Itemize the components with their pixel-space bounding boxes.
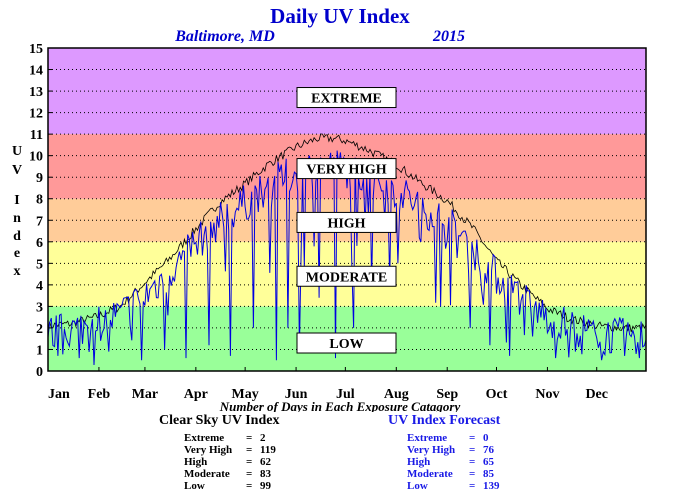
stat-value: 99 <box>260 480 271 492</box>
forecast-stats: UV Index Forecast Extreme = 0 Very High = 76… <box>388 413 500 492</box>
y-label-letter: x <box>14 264 21 279</box>
year-label: 2015 <box>432 28 465 45</box>
x-tick-label: Nov <box>535 387 559 402</box>
y-tick-label: 15 <box>29 42 43 57</box>
stat-value: 0 <box>483 432 489 444</box>
band-label-box <box>296 265 397 287</box>
clear-sky-series-line <box>47 133 647 333</box>
forecast-stat-row: Extreme = 0 <box>407 432 489 444</box>
stat-label: Very High <box>407 444 456 456</box>
band-label: EXTREME <box>311 92 382 107</box>
stat-value: 76 <box>483 444 494 456</box>
forecast-stat-row: Very High = 76 <box>407 444 494 456</box>
clear-sky-stat-row: Extreme = 2 <box>184 432 266 444</box>
x-tick-label: Apr <box>184 387 208 402</box>
x-tick-label: Mar <box>132 387 158 402</box>
y-tick-label: 14 <box>29 64 43 79</box>
y-tick-label: 3 <box>36 300 43 315</box>
forecast-stats-title: UV Index Forecast <box>388 413 501 428</box>
stat-label: Very High <box>184 444 233 456</box>
band-label-box <box>296 87 397 109</box>
chart-title: Daily UV Index <box>270 4 410 28</box>
y-label-letter: d <box>13 229 21 244</box>
series-lines <box>47 133 647 366</box>
y-label-letter: V <box>12 163 22 178</box>
stat-label: Low <box>407 480 428 492</box>
x-tick-label: May <box>232 387 259 402</box>
stat-value: 62 <box>260 456 271 468</box>
stat-value: 139 <box>483 480 500 492</box>
stat-label: Extreme <box>407 432 448 444</box>
clear-sky-stat-row: Very High = 119 <box>184 444 276 456</box>
y-tick-label: 4 <box>36 279 43 294</box>
stat-value: 119 <box>260 444 276 456</box>
y-tick-label: 5 <box>36 257 43 272</box>
y-label-letter: e <box>14 246 20 261</box>
y-label-letter: n <box>13 211 21 226</box>
band-label: MODERATE <box>306 270 387 285</box>
forecast-stat-row: Moderate = 85 <box>407 468 494 480</box>
y-tick-label: 1 <box>36 343 43 358</box>
y-tick-label: 12 <box>29 107 43 122</box>
forecast-series-line <box>47 150 647 366</box>
stat-value: 85 <box>483 468 494 480</box>
x-tick-label: Jul <box>336 387 355 402</box>
y-label-letter: U <box>12 144 22 159</box>
band-label-box <box>296 211 397 233</box>
forecast-stat-row: High = 65 <box>407 456 494 468</box>
forecast-stat-row: Low = 139 <box>407 480 500 492</box>
uv-chart: Daily UV Index Baltimore, MD 2015 LOWMOD… <box>12 4 647 412</box>
stat-value: 83 <box>260 468 271 480</box>
band-label: HIGH <box>327 216 365 231</box>
stat-label: Moderate <box>407 468 453 480</box>
y-tick-label: 0 <box>36 365 43 380</box>
x-tick-label: Aug <box>384 387 409 402</box>
stat-label: High <box>184 456 208 468</box>
y-tick-label: 6 <box>36 236 43 251</box>
y-tick-label: 11 <box>30 128 43 143</box>
band-labels: LOW MODERATE HIGH VERY HIGH EXTREME <box>296 87 397 354</box>
plot-frame <box>47 47 647 372</box>
y-tick-label: 8 <box>36 193 43 208</box>
stat-label: Extreme <box>184 432 225 444</box>
y-tick-label: 2 <box>36 322 43 337</box>
clear-sky-stats: Clear Sky UV Index Extreme = 2 Very High = 1… <box>159 413 279 492</box>
stat-label: Moderate <box>184 468 230 480</box>
stat-label: Low <box>184 480 205 492</box>
stat-value: 65 <box>483 456 494 468</box>
band-label: LOW <box>329 337 363 352</box>
y-tick-label: 9 <box>36 171 43 186</box>
stat-label: High <box>407 456 431 468</box>
x-tick-label: Sep <box>436 387 458 402</box>
clear-sky-stat-row: Moderate = 83 <box>184 468 271 480</box>
clear-sky-stat-row: Low = 99 <box>184 480 271 492</box>
clear-sky-stat-row: High = 62 <box>184 456 271 468</box>
y-tick-label: 13 <box>29 85 43 100</box>
x-tick-labels: Jan Feb Mar Apr May Jun Jul Aug Sep Oct Nov Dec <box>47 367 608 402</box>
y-tick-label: 10 <box>29 150 43 165</box>
stat-value: 2 <box>260 432 266 444</box>
x-tick-label: Feb <box>88 387 111 402</box>
x-tick-label: Jun <box>285 387 308 402</box>
location-label: Baltimore, MD <box>174 28 275 45</box>
x-tick-label: Jan <box>48 387 70 402</box>
band-label: VERY HIGH <box>306 163 386 178</box>
x-tick-label: Oct <box>486 387 508 402</box>
y-label-letter: I <box>14 193 19 208</box>
clear-sky-stats-title: Clear Sky UV Index <box>159 413 280 428</box>
y-tick-label: 7 <box>36 214 43 229</box>
band-label-box <box>296 158 397 180</box>
x-tick-label: Dec <box>585 387 608 402</box>
band-label-box <box>296 332 397 354</box>
x-axis-label: Number of Days in Each Exposure Catagory <box>219 399 461 412</box>
